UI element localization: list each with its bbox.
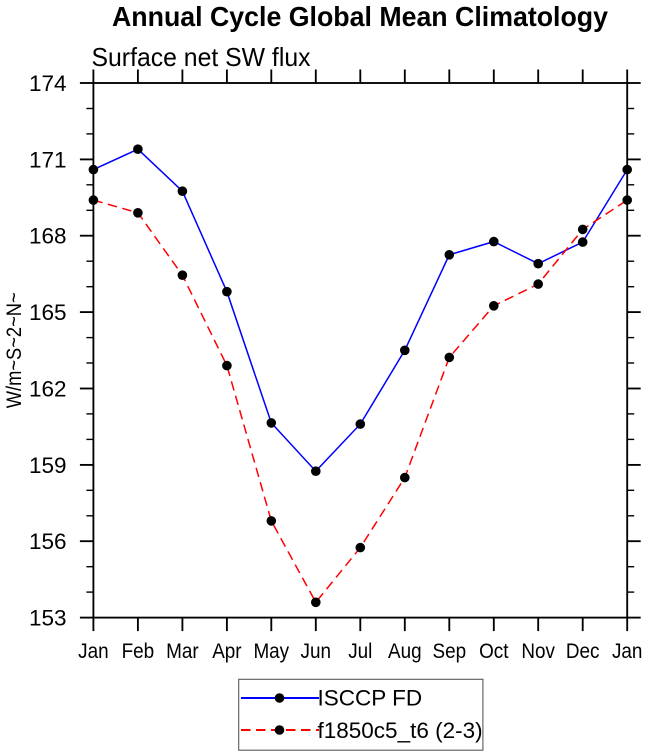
- svg-text:165: 165: [29, 300, 67, 325]
- svg-text:171: 171: [29, 147, 67, 172]
- svg-text:Mar: Mar: [166, 640, 199, 663]
- svg-text:Dec: Dec: [566, 640, 600, 663]
- svg-text:Aug: Aug: [388, 640, 422, 663]
- svg-text:168: 168: [29, 224, 67, 249]
- svg-text:Sep: Sep: [433, 640, 467, 663]
- svg-text:Feb: Feb: [122, 640, 155, 663]
- svg-text:162: 162: [29, 376, 67, 401]
- svg-text:f1850c5_t6 (2-3): f1850c5_t6 (2-3): [318, 718, 483, 743]
- svg-text:Jan: Jan: [78, 640, 109, 663]
- svg-text:Nov: Nov: [521, 640, 555, 663]
- svg-text:W/m~S~2~N~: W/m~S~2~N~: [3, 292, 26, 408]
- svg-text:174: 174: [29, 71, 67, 96]
- svg-text:Apr: Apr: [212, 640, 241, 663]
- svg-text:Jan: Jan: [612, 640, 643, 663]
- svg-text:Jul: Jul: [348, 640, 372, 663]
- svg-text:Oct: Oct: [479, 640, 509, 663]
- svg-text:153: 153: [29, 606, 67, 631]
- svg-text:ISCCP FD: ISCCP FD: [318, 686, 423, 711]
- svg-text:Surface net SW flux: Surface net SW flux: [92, 42, 311, 72]
- svg-text:159: 159: [29, 453, 67, 478]
- svg-text:Jun: Jun: [301, 640, 332, 663]
- svg-text:156: 156: [29, 529, 67, 554]
- svg-text:May: May: [253, 640, 289, 663]
- svg-text:Annual Cycle Global Mean Clima: Annual Cycle Global Mean Climatology: [112, 1, 608, 32]
